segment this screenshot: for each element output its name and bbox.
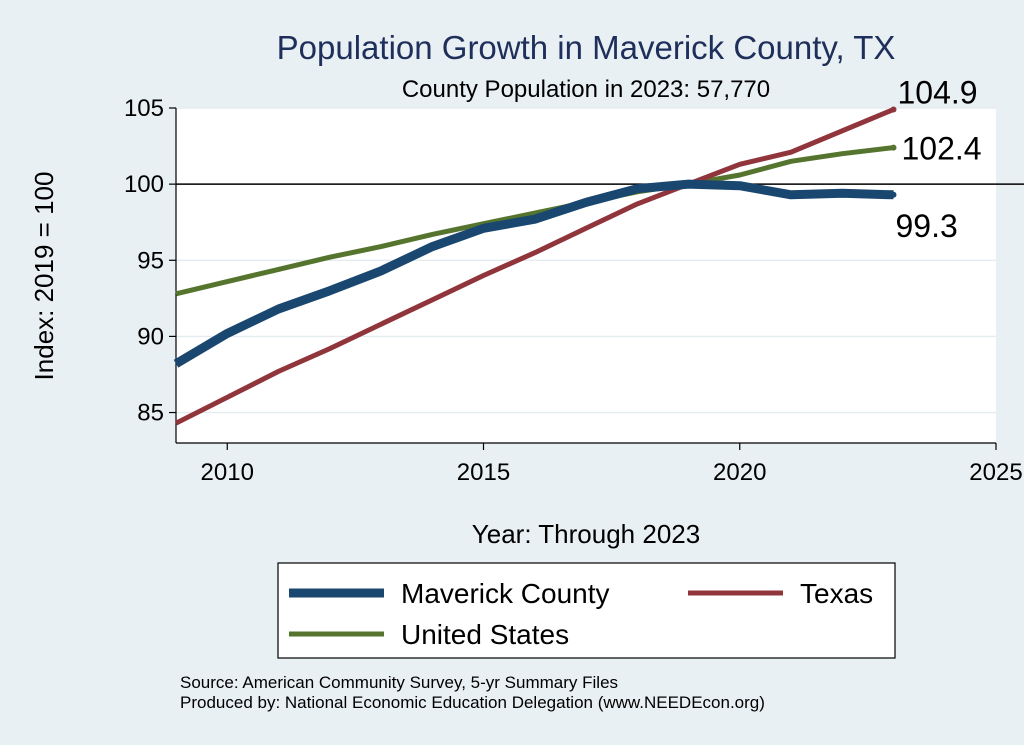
- y-tick-label: 90: [137, 323, 164, 350]
- y-tick-label: 100: [124, 171, 164, 198]
- x-tick-label: 2010: [201, 459, 254, 486]
- plot-area: [176, 108, 996, 443]
- source-note: Source: American Community Survey, 5-yr …: [180, 673, 618, 692]
- end-label-maverick-county: 99.3: [896, 208, 958, 244]
- produced-by-note: Produced by: National Economic Education…: [180, 693, 765, 712]
- end-marker-maverick-county: [890, 191, 897, 198]
- y-tick-label: 85: [137, 400, 164, 427]
- end-marker-texas: [890, 106, 897, 113]
- legend-label-texas: Texas: [800, 578, 873, 609]
- legend-label-maverick-county: Maverick County: [401, 578, 610, 609]
- x-tick-label: 2025: [969, 459, 1022, 486]
- y-tick-label: 95: [137, 247, 164, 274]
- end-labels: 99.3 104.9 102.4: [890, 75, 982, 244]
- series-line-maverick-county: [173, 179, 894, 368]
- axes: 85 90 95 100 105 2010 2015 2020 2025: [124, 95, 1023, 486]
- x-tick-label: 2020: [713, 459, 766, 486]
- legend-label-united-states: United States: [401, 619, 569, 650]
- end-marker-united-states: [890, 144, 897, 151]
- chart-subtitle: County Population in 2023: 57,770: [402, 76, 770, 103]
- end-label-united-states: 102.4: [902, 131, 982, 167]
- series-line-united-states: [175, 145, 894, 297]
- end-label-texas: 104.9: [898, 75, 978, 111]
- legend: Maverick County Texas United States: [289, 578, 873, 650]
- y-tick-label: 105: [124, 95, 164, 122]
- legend-box: [277, 562, 896, 659]
- y-axis-title: Index: 2019 = 100: [29, 172, 59, 381]
- series-group: [173, 107, 895, 426]
- chart-title: Population Growth in Maverick County, TX: [277, 29, 896, 66]
- series-line-texas: [174, 107, 895, 426]
- x-tick-label: 2015: [457, 459, 510, 486]
- x-axis-title: Year: Through 2023: [472, 519, 700, 549]
